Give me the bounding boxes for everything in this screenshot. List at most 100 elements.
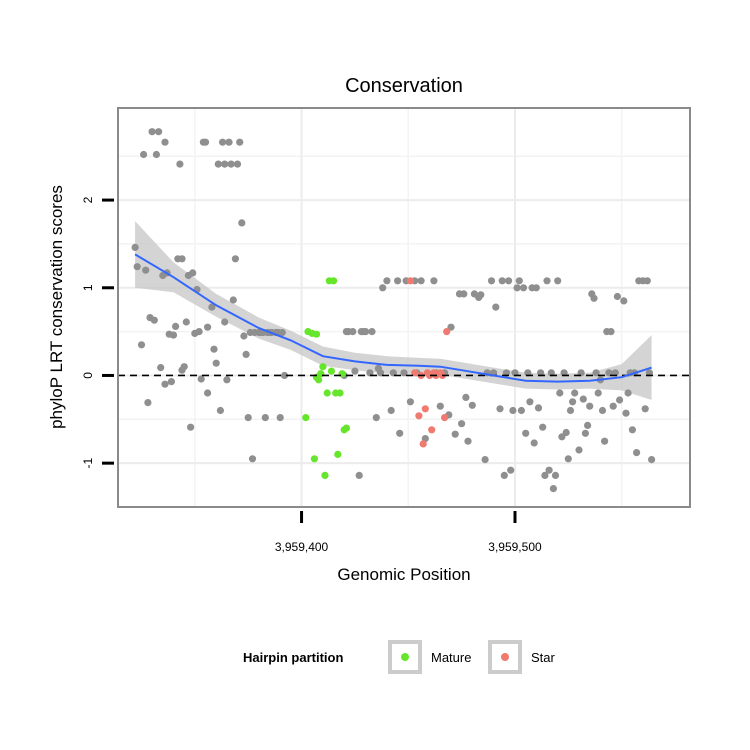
point-other	[492, 303, 500, 311]
point-other	[534, 404, 543, 412]
y-tick-label: -1	[81, 457, 95, 468]
point-other	[372, 414, 380, 422]
point-mature	[312, 330, 321, 338]
point-other	[532, 284, 540, 292]
point-other	[204, 389, 212, 397]
point-other	[248, 455, 257, 463]
point-other	[131, 243, 139, 251]
x-tick-label: 3,959,400	[275, 540, 329, 554]
point-other	[645, 369, 654, 377]
point-other	[537, 369, 545, 377]
point-other	[351, 367, 359, 375]
point-other	[278, 328, 286, 337]
point-other	[515, 277, 523, 285]
point-mature	[330, 277, 338, 285]
y-tick-label: 0	[81, 372, 95, 379]
point-other	[236, 138, 244, 146]
point-other	[366, 369, 374, 377]
point-other	[571, 389, 579, 397]
point-other	[616, 396, 624, 404]
y-tick-label: 1	[81, 284, 95, 291]
point-other	[526, 398, 534, 406]
point-other	[216, 406, 224, 415]
point-other	[161, 380, 169, 388]
point-other	[201, 138, 210, 146]
point-other	[579, 395, 587, 403]
point-other	[197, 375, 205, 383]
point-other	[498, 277, 506, 285]
point-other	[406, 398, 414, 406]
point-other	[549, 485, 558, 493]
point-other	[349, 328, 357, 336]
point-other	[519, 284, 528, 292]
point-other	[242, 350, 250, 358]
point-other	[560, 369, 568, 377]
chart-title: Conservation	[345, 75, 463, 97]
point-other	[447, 323, 455, 331]
point-other	[620, 297, 628, 305]
point-other	[244, 414, 252, 422]
point-mature	[336, 389, 344, 397]
point-other	[633, 449, 641, 457]
point-other	[539, 423, 547, 431]
point-other	[643, 277, 651, 285]
point-other	[451, 430, 459, 438]
point-other	[458, 420, 466, 428]
point-other	[195, 328, 203, 336]
point-other	[144, 399, 152, 407]
point-other	[605, 369, 613, 377]
point-other	[355, 471, 363, 479]
point-other	[172, 322, 180, 330]
point-star	[441, 414, 449, 422]
plot-area: -1 0 1 2 3,959,400 3,959,500	[81, 107, 691, 554]
point-other	[233, 160, 242, 168]
point-other	[389, 369, 397, 377]
point-star	[415, 412, 423, 420]
point-other	[601, 437, 609, 445]
point-other	[556, 389, 564, 397]
point-other	[383, 277, 391, 285]
point-other	[522, 429, 530, 437]
point-star	[411, 369, 419, 377]
point-other	[502, 369, 510, 377]
point-other	[564, 455, 572, 463]
x-axis-label: Genomic Position	[337, 565, 470, 584]
point-other	[628, 426, 637, 434]
point-other	[566, 406, 575, 415]
point-mature	[319, 363, 327, 371]
point-other	[460, 290, 468, 298]
point-other	[169, 331, 178, 339]
point-other	[152, 150, 160, 159]
point-other	[212, 359, 220, 367]
point-other	[517, 406, 526, 415]
point-other	[430, 277, 438, 285]
point-other	[231, 255, 239, 263]
point-star	[428, 426, 436, 434]
point-other	[594, 389, 602, 397]
point-star	[419, 440, 427, 448]
y-axis-label: phyloP LRT conservation scores	[47, 185, 66, 429]
point-other	[511, 369, 519, 377]
point-other	[229, 296, 237, 304]
point-star	[406, 277, 414, 285]
point-other	[178, 366, 186, 374]
point-other	[554, 277, 562, 285]
point-other	[592, 369, 600, 377]
point-other	[586, 402, 594, 410]
point-other	[142, 266, 150, 274]
point-other	[462, 393, 470, 401]
point-other	[607, 328, 615, 336]
point-other	[210, 345, 218, 353]
point-other	[541, 471, 549, 479]
point-other	[641, 405, 649, 413]
point-other	[464, 437, 472, 445]
point-other	[189, 269, 197, 277]
point-other	[167, 378, 175, 386]
legend: Hairpin partition Mature Star	[243, 640, 556, 674]
point-other	[500, 471, 508, 479]
point-other	[178, 255, 186, 263]
point-other	[513, 284, 521, 292]
point-other	[223, 376, 231, 384]
point-other	[261, 414, 269, 422]
point-other	[157, 364, 165, 372]
